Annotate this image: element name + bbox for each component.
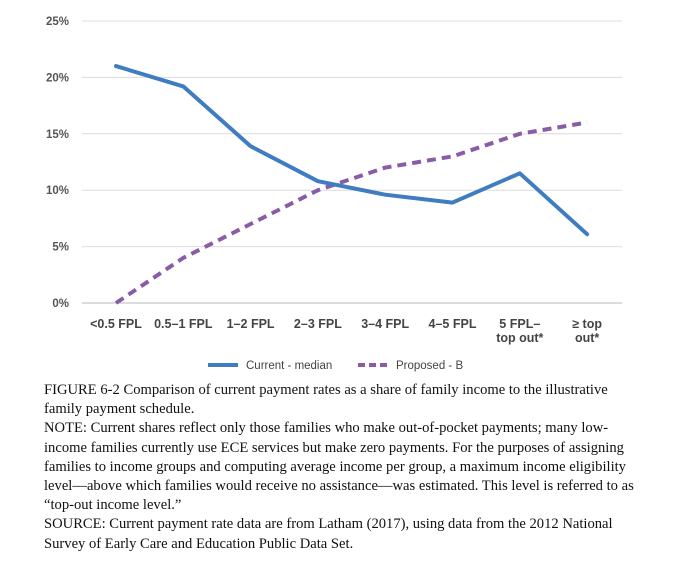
legend-label-current: Current - median: [246, 360, 332, 372]
x-tick-label: 5 FPL–: [499, 317, 540, 331]
x-tick-label: ≥ top: [572, 317, 602, 331]
figure-note: NOTE: Current shares reflect only those …: [44, 420, 634, 514]
figure-caption: FIGURE 6-2 Comparison of current payment…: [44, 381, 644, 554]
x-tick-label: top out*: [496, 331, 543, 345]
y-tick-label: 20%: [46, 72, 69, 84]
series-line-current: [114, 64, 590, 237]
x-tick-label: 0.5–1 FPL: [154, 317, 213, 331]
x-tick-label: 4–5 FPL: [429, 317, 477, 331]
figure-source: SOURCE: Current payment rate data are fr…: [44, 516, 613, 552]
figure-text: Comparison of current payment rates as a…: [44, 382, 608, 418]
series-line-proposed: [114, 120, 588, 305]
x-tick-label: out*: [575, 331, 599, 345]
y-tick-label: 15%: [46, 129, 69, 141]
x-tick-label: <0.5 FPL: [90, 317, 142, 331]
y-tick-label: 25%: [46, 16, 69, 28]
legend-label-proposed: Proposed - B: [396, 360, 463, 372]
x-tick-label: 2–3 FPL: [294, 317, 342, 331]
y-tick-label: 5%: [52, 242, 69, 254]
x-tick-label: 3–4 FPL: [361, 317, 409, 331]
figure-title: FIGURE 6-2 Comparison of current payment…: [44, 381, 644, 419]
figure-label: FIGURE 6-2: [44, 382, 120, 398]
y-tick-label: 10%: [46, 185, 69, 197]
x-tick-label: 1–2 FPL: [227, 317, 275, 331]
line-chart: 0% 5% 10% 15% 20% 25% <0.5 FPL 0.5–1 FPL 1–2 FPL…: [46, 16, 622, 372]
y-tick-label: 0%: [52, 298, 69, 310]
